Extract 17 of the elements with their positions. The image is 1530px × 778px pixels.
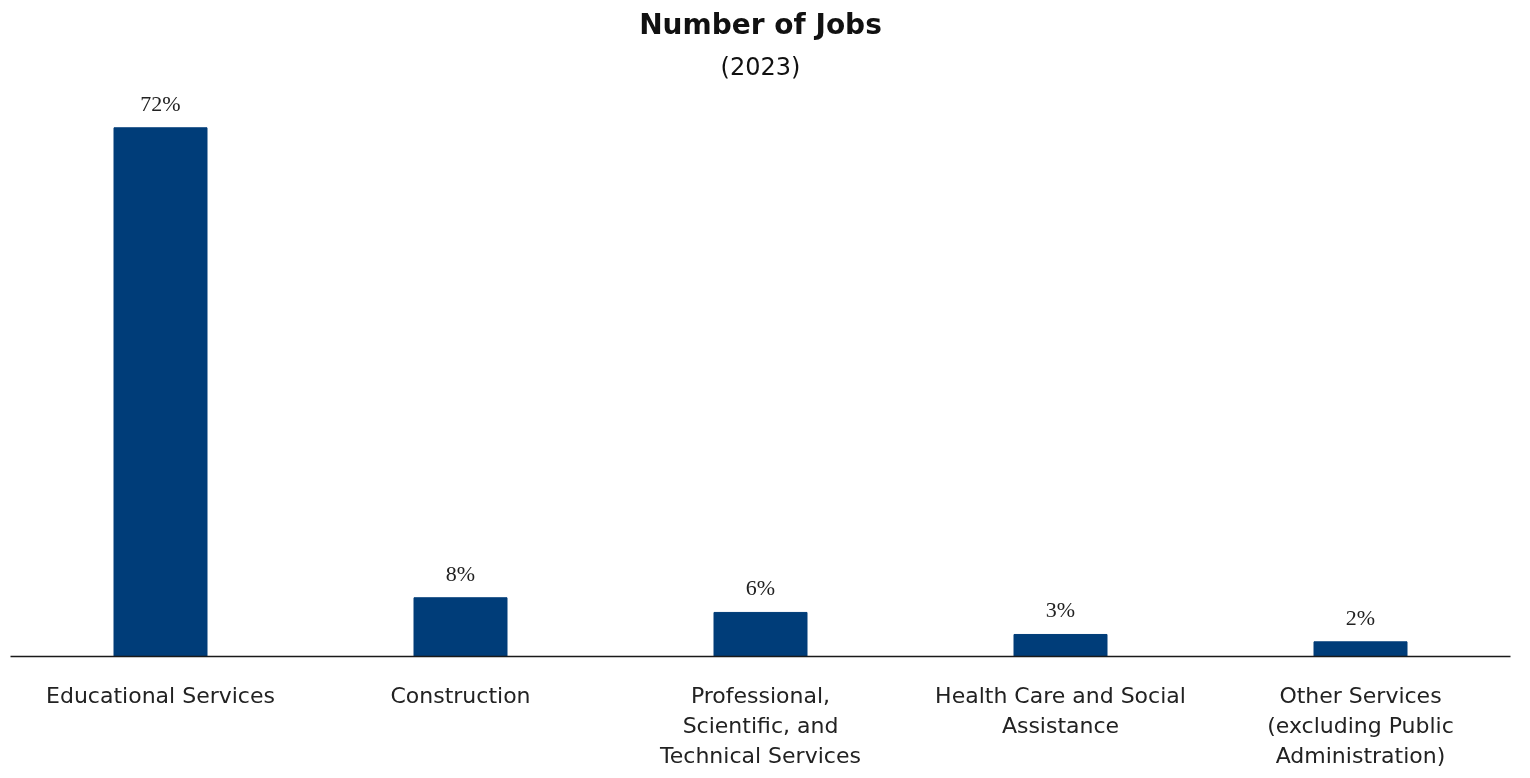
x-tick-label: Professional, Scientific, and Technical Services [659,682,861,768]
data-label: 2% [1345,604,1376,630]
data-label: 72% [140,90,181,116]
bar [113,127,208,657]
x-tick-label: Other Services (excluding Public Administration) [1267,682,1454,768]
x-tick-label: Health Care and Social Assistance [935,682,1186,738]
chart-subtitle: (2023) [720,52,801,81]
chart-title: Number of Jobs [639,7,882,41]
bar [1313,641,1408,657]
data-label: 3% [1045,597,1076,623]
data-label: 6% [745,575,776,601]
bar [1013,633,1108,657]
x-tick-label: Educational Services [46,682,275,708]
bar [413,597,508,657]
data-label: 8% [445,560,476,586]
x-tick-label: Construction [390,682,531,708]
bar [713,611,808,657]
